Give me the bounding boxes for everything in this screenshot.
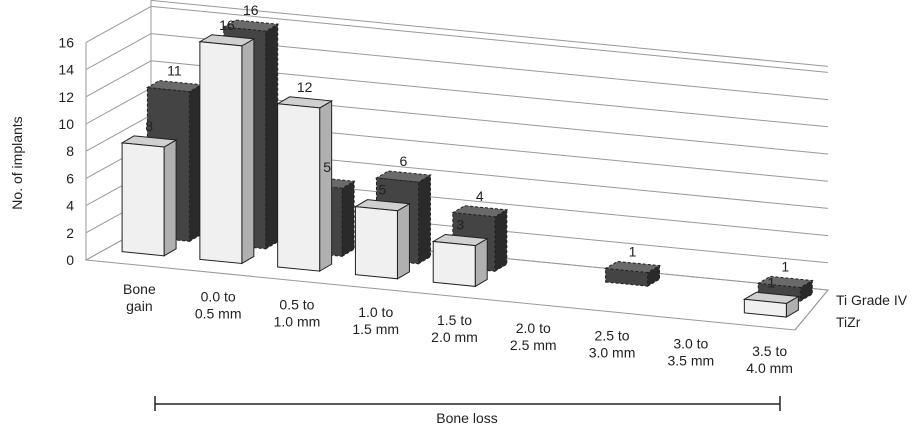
bar-tizr	[276, 96, 334, 272]
y-tick-label: 6	[66, 170, 74, 186]
x-category-label: 3.5 to 4.0 mm	[746, 343, 793, 376]
data-label: 8	[145, 118, 153, 134]
data-label: 12	[297, 79, 313, 95]
y-tick-label: 10	[58, 116, 74, 132]
y-tick-label: 0	[66, 252, 74, 268]
bar-tizr	[431, 233, 489, 288]
data-label: 5	[379, 182, 387, 198]
data-label: 3	[456, 217, 464, 233]
floor-right-edge	[794, 289, 829, 331]
x-category-label: 3.0 to 3.5 mm	[667, 335, 714, 368]
data-label: 11	[167, 63, 182, 79]
x-axis: Bone gain 0.0 to 0.5 mm 0.5 to 1.0 mm 1.0 to 1.…	[123, 281, 793, 376]
y-tick-label: 2	[66, 225, 74, 241]
data-label: 1	[629, 244, 637, 260]
bar-tizr	[353, 199, 412, 280]
grid-line-side	[85, 5, 152, 43]
y-tick-label: 16	[58, 34, 74, 50]
grid-line-side	[85, 114, 152, 152]
grid-line-side	[85, 60, 152, 98]
y-axis: 0 2 4 6 8 10 12 14 16	[58, 34, 74, 268]
grid-line-side	[85, 87, 152, 125]
data-label: 16	[243, 2, 259, 18]
bone-loss-bracket: Bone loss	[154, 396, 781, 426]
bars	[120, 19, 814, 318]
data-label: 6	[400, 153, 408, 169]
grid-line-top	[150, 0, 829, 67]
x-category-label: 0.5 to 1.0 mm	[274, 296, 321, 329]
legend: Ti Grade IV TiZr	[836, 292, 908, 330]
bar-ti-grade-iv	[756, 275, 814, 303]
y-tick-label: 12	[58, 89, 74, 105]
grid-line-side	[85, 33, 152, 71]
x-category-label: 2.5 to 3.0 mm	[589, 328, 636, 361]
bar-tizr	[742, 291, 800, 318]
bar-ti-grade-iv	[603, 260, 662, 288]
y-tick-label: 4	[66, 198, 74, 214]
bar-tizr	[198, 34, 256, 265]
y-axis-title: No. of implants	[9, 116, 25, 209]
legend-ti-grade-iv: Ti Grade IV	[836, 292, 908, 308]
x-category-label: 1.0 to 1.5 mm	[352, 304, 399, 337]
data-label: 1	[781, 258, 789, 274]
x-category-label: 2.0 to 2.5 mm	[510, 320, 557, 353]
data-label: 4	[476, 188, 484, 204]
data-label: 1	[767, 274, 775, 290]
x-category-label: 0.0 to 0.5 mm	[195, 289, 242, 322]
y-tick-label: 14	[58, 62, 74, 78]
x-category-label: 1.5 to 2.0 mm	[431, 312, 478, 345]
y-tick-label: 8	[66, 143, 74, 159]
bar-tizr	[120, 135, 178, 257]
data-label: 16	[219, 17, 235, 33]
bracket-label: Bone loss	[436, 410, 497, 426]
grid-line-back	[150, 5, 829, 73]
data-label: 5	[323, 159, 331, 175]
legend-tizr: TiZr	[836, 314, 861, 330]
x-category-label: Bone gain	[123, 281, 156, 314]
